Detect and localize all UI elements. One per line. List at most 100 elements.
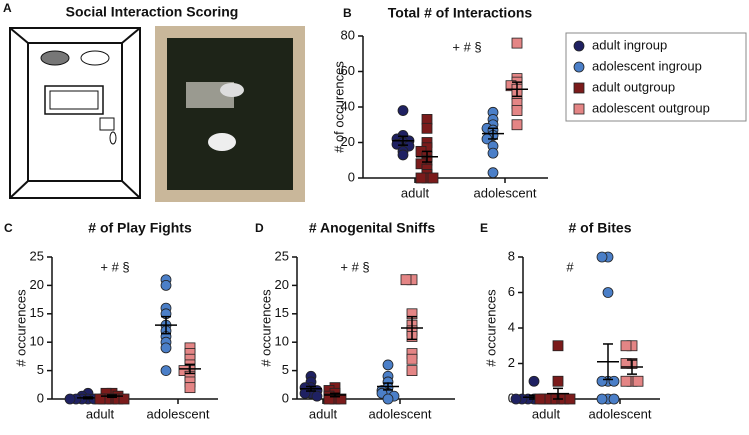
data-point [552,340,564,352]
data-point [160,342,172,354]
data-point [427,172,439,184]
data-point [397,105,409,116]
data-point [510,393,522,405]
legend-box [565,32,747,122]
chart-title: # Anogenital Sniffs [309,220,435,236]
y-tick-label: 15 [275,305,289,320]
panel-title: Social Interaction Scoring [66,4,239,20]
y-axis-label: # occurences [13,289,28,367]
y-tick-label: 5 [37,362,44,377]
data-point [335,393,347,405]
data-point [620,375,632,387]
y-tick-label: 10 [30,334,44,349]
y-tick-label: 60 [341,63,355,78]
y-tick-label: 5 [282,362,289,377]
data-point [620,358,632,369]
annotation: + # § [100,259,129,274]
legend-label: adolescent outgroup [592,100,710,115]
legend-marker [573,61,585,73]
y-tick-label: 25 [30,248,44,263]
data-point [564,393,576,405]
data-point [511,119,523,131]
data-point [64,393,76,405]
data-point [596,393,608,405]
data-point [534,393,546,405]
data-point [552,375,564,387]
y-axis-label: # occurences [483,289,498,367]
data-point [184,382,196,394]
panel-label: A [3,1,12,15]
data-point [487,147,499,159]
x-tick-label: adolescent [147,406,210,421]
y-tick-label: 0 [348,169,355,184]
x-tick-label: adult [401,185,430,200]
arena-schematic [9,27,141,199]
data-point [608,393,620,405]
panel-label: D [255,221,264,235]
y-tick-label: 20 [30,277,44,292]
data-point [323,393,335,405]
annotation: # [566,259,574,274]
y-tick-label: 15 [30,305,44,320]
y-tick-label: 25 [275,248,289,263]
data-point [299,387,311,399]
legend-label: adult ingroup [592,37,667,52]
arena-photo [155,26,305,202]
y-tick-label: 20 [341,134,355,149]
data-point [596,375,608,387]
data-point [511,105,523,116]
chart-title: Total # of Interactions [388,5,533,21]
y-tick-label: 20 [275,277,289,292]
data-point [160,365,172,377]
data-point [406,353,418,365]
x-tick-label: adult [309,406,338,421]
data-point [608,375,620,387]
chart-title: # of Play Fights [88,220,192,236]
data-point [400,274,412,286]
x-tick-label: adult [532,406,561,421]
data-point [94,393,106,405]
legend-label: adult outgroup [592,79,675,94]
data-point [391,138,403,150]
y-tick-label: 10 [275,334,289,349]
data-point [511,37,523,49]
chart-title: # of Bites [568,220,631,236]
y-tick-label: 4 [508,319,515,334]
data-point [382,359,394,371]
panel-label: B [343,6,352,20]
panel-label: E [480,221,488,235]
data-point [415,172,427,184]
data-point [632,375,644,387]
panel-label: C [4,221,13,235]
data-point [406,365,418,377]
y-axis-label: # of occurences [331,61,346,153]
annotation: + # § [340,259,369,274]
legend-marker [573,40,585,52]
y-tick-label: 8 [508,248,515,263]
x-tick-label: adolescent [369,406,432,421]
y-tick-label: 80 [341,27,355,42]
data-point [528,375,540,387]
data-point [421,122,433,134]
legend-marker [573,82,585,94]
x-tick-label: adolescent [589,406,652,421]
data-point [160,279,172,291]
legend-marker [573,103,585,115]
y-tick-label: 2 [508,355,515,370]
legend-label: adolescent ingroup [592,58,702,73]
data-point [602,287,614,298]
data-point [118,393,130,405]
data-point [382,393,394,405]
data-point [397,149,409,161]
x-tick-label: adolescent [474,185,537,200]
y-axis-label: # occurences [258,289,273,367]
x-tick-label: adult [86,406,115,421]
y-tick-label: 0 [282,390,289,405]
y-tick-label: 40 [341,98,355,113]
data-point [620,340,632,352]
data-point [487,167,499,179]
data-point [178,365,190,377]
y-tick-label: 6 [508,284,515,299]
y-tick-label: 0 [37,390,44,405]
